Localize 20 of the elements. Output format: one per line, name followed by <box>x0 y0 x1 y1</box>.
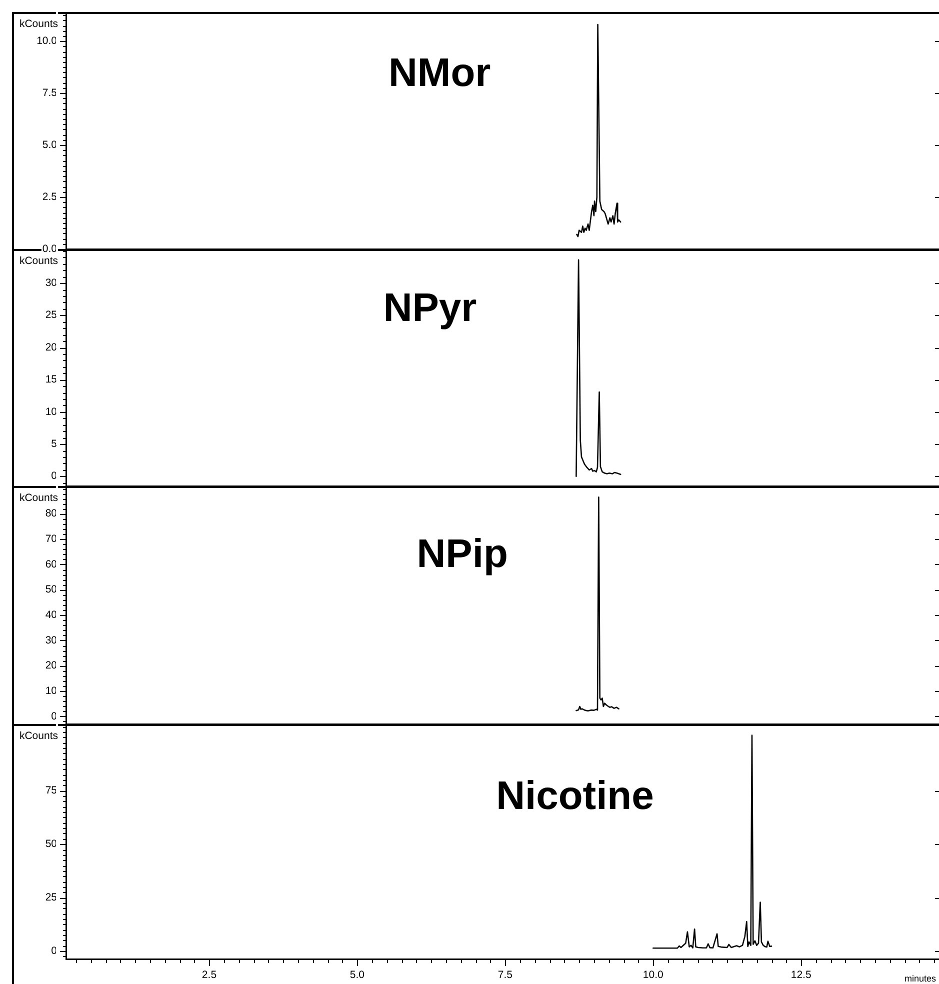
y-tick-label: 2.5 <box>42 190 58 203</box>
y-axis-title: kCounts <box>19 18 58 30</box>
y-tick-label: 75 <box>45 784 58 797</box>
text: Nicotine <box>496 774 654 818</box>
text: NPyr <box>383 286 477 330</box>
x-tick-label: 10.0 <box>642 969 664 982</box>
x-tick-label: 12.5 <box>790 969 812 982</box>
y-tick-label: 25 <box>45 891 58 904</box>
y-tick-label: 7.5 <box>42 86 58 99</box>
x-tick-label: 2.5 <box>202 969 217 982</box>
y-axis-title: kCounts <box>19 492 58 504</box>
y-axis-title: kCounts <box>19 730 58 742</box>
x-axis-title: minutes <box>904 973 936 984</box>
x-tick-label: 7.5 <box>498 969 513 982</box>
text: NPip <box>416 532 508 576</box>
y-axis-title: kCounts <box>19 254 58 267</box>
y-tick-label: 25 <box>45 309 58 322</box>
x-tick-label: 5.0 <box>350 969 365 982</box>
text: NMor <box>388 51 491 96</box>
y-tick-label: 15 <box>45 374 58 386</box>
